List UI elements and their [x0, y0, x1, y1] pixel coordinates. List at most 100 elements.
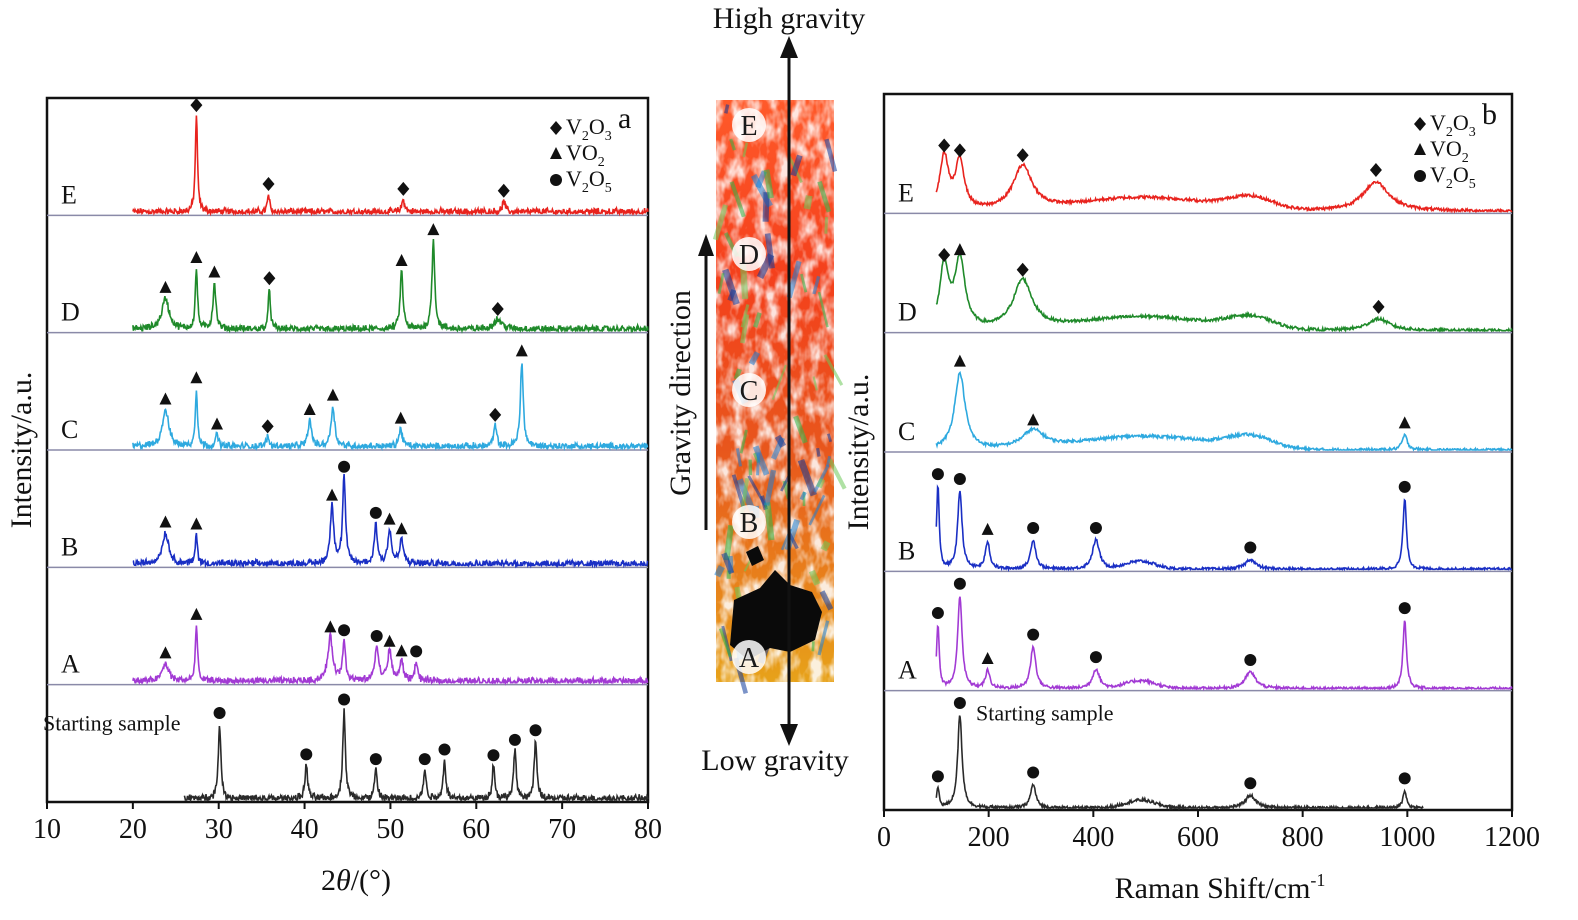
strip-overlay: E D C B A [712, 104, 847, 695]
gravity-direction-label: Gravity direction [664, 290, 697, 496]
triangle-marker [159, 392, 172, 405]
diamond-marker [953, 143, 966, 158]
legend-label-sub: 2 [1446, 125, 1453, 140]
sample-label-c: C [898, 417, 915, 446]
texture-streak [762, 192, 770, 222]
x-tick-label: 400 [1072, 822, 1114, 853]
texture-streak [748, 459, 753, 476]
legend-label-mid: O [589, 166, 605, 191]
triangle-marker [515, 344, 528, 357]
texture-streak [812, 376, 818, 391]
x-tick-label: 200 [968, 822, 1010, 853]
diamond-marker [1372, 299, 1385, 314]
diamond-marker [550, 121, 562, 135]
circle-marker [1027, 766, 1040, 779]
legend-label-sub: 2 [1446, 177, 1453, 192]
triangle-marker [159, 646, 172, 659]
series-d: D [898, 243, 1513, 334]
diamond-marker [1414, 117, 1426, 131]
triangle-marker [190, 517, 203, 530]
texture-streak [797, 458, 817, 497]
x-tick-label: 0 [877, 822, 891, 853]
strip-label-bg [732, 505, 766, 539]
texture-streak [755, 170, 767, 189]
circle-marker [550, 174, 562, 186]
legend-label: V2O3 [1430, 110, 1476, 140]
sample-label-b: B [61, 532, 78, 561]
series-starting-sample: Starting sample [43, 693, 649, 804]
circle-marker [931, 468, 944, 481]
series-d: D [61, 223, 649, 334]
strip-label-bg [732, 108, 766, 142]
texture-streak [733, 368, 742, 380]
x-axis-title: 2θ/(°) [321, 864, 391, 897]
triangle-marker [190, 607, 203, 620]
texture-streak [771, 364, 787, 401]
x-tick-label: 600 [1177, 822, 1219, 853]
x-tick-label: 70 [548, 814, 576, 845]
texture-streak [820, 540, 831, 552]
triangle-marker [326, 488, 339, 501]
legend-label-main: V [1430, 162, 1446, 187]
diamond-marker [497, 183, 510, 198]
x-axis-title-suffix: /(°) [351, 864, 391, 897]
circle-marker [1398, 772, 1411, 785]
triangle-marker [550, 147, 562, 159]
circle-marker [487, 749, 500, 762]
legend-label: V2O5 [566, 166, 612, 196]
texture-streak [742, 142, 749, 158]
legend-label-mid: O [589, 114, 605, 139]
x-tick-label: 800 [1282, 822, 1324, 853]
series-line [935, 484, 1512, 573]
x-tick-label: 1000 [1379, 822, 1435, 853]
strip-label: A [739, 643, 760, 674]
texture-streak [763, 169, 774, 199]
series-line [183, 708, 649, 804]
series-line [132, 473, 649, 569]
legend-label-sub: 2 [598, 155, 605, 170]
triangle-marker [383, 634, 396, 647]
series-a: A [898, 577, 1513, 692]
series-line [935, 251, 1513, 334]
circle-marker [338, 460, 351, 473]
x-axis: 10 20 30 40 50 60 70 80 [33, 802, 662, 845]
strip-label: C [740, 376, 759, 407]
sample-label-a: A [898, 656, 917, 685]
series-a: A [61, 607, 649, 686]
triangle-marker [1027, 413, 1040, 426]
series-starting-sample: Starting sample [931, 697, 1424, 811]
texture-streak [729, 181, 746, 218]
texture-streak [817, 180, 832, 213]
legend-label-main: V [1430, 110, 1446, 135]
arrow-down-head [780, 724, 798, 746]
legend-label: V2O5 [1430, 162, 1476, 192]
texture-streak [812, 275, 821, 295]
x-axis-title-sup: -1 [1310, 870, 1325, 890]
legend-label-mid: O [1453, 110, 1469, 135]
texture-streak [816, 477, 826, 489]
texture-streak [724, 104, 730, 114]
y-axis-title: Intensity/a.u. [842, 374, 875, 531]
panel-letter: a [618, 102, 631, 135]
dark-region [730, 570, 822, 660]
circle-marker [1089, 521, 1102, 534]
texture-streak [819, 590, 834, 611]
texture-streak [740, 304, 750, 328]
sample-label-d: D [61, 298, 80, 327]
diamond-marker [489, 407, 502, 422]
circle-marker [410, 645, 423, 658]
x-tick-label: 40 [291, 814, 319, 845]
triangle-marker [326, 388, 339, 401]
texture-streak [714, 565, 725, 578]
texture-streak [826, 455, 831, 467]
texture-streak [721, 552, 735, 575]
diamond-marker [397, 181, 410, 196]
texture-streak [712, 204, 729, 241]
circle-marker [370, 630, 383, 643]
texture-streak [790, 154, 803, 177]
circle-marker [953, 697, 966, 710]
texture-streak [816, 447, 821, 457]
x-tick-label: 1200 [1484, 822, 1540, 853]
